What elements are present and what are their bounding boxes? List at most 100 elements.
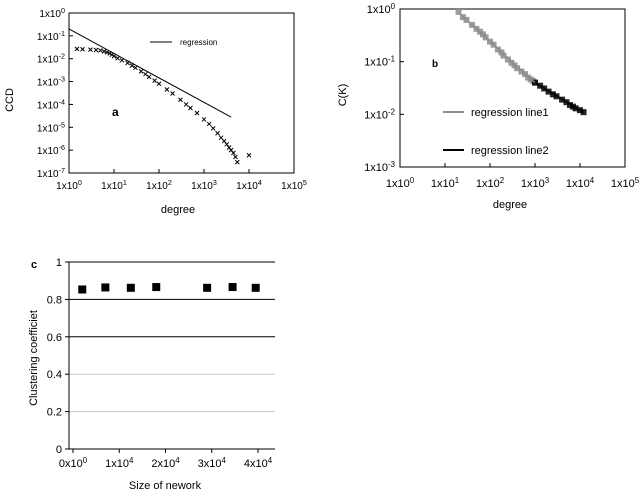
panel-c-x-tick-label: 0x100 bbox=[59, 456, 88, 470]
panel-a-y-tick-label: 1x10-7 bbox=[37, 166, 65, 180]
panel-a-data-point bbox=[133, 65, 138, 71]
panel-b-x-tick-label-base: 1x10 bbox=[611, 178, 635, 190]
panel-a-data-point bbox=[188, 105, 193, 111]
panel-b-y-tick-label: 1x10-3 bbox=[364, 160, 395, 174]
panel-a-data-point bbox=[215, 130, 220, 136]
panel-c-x-tick-label-exponent: 4 bbox=[268, 456, 273, 465]
panel-c-data-point bbox=[251, 283, 260, 292]
panel-b-regression-line2 bbox=[534, 82, 584, 113]
panel-a-data-point bbox=[231, 150, 236, 156]
panel-c-x-tick-label-exponent: 4 bbox=[175, 456, 180, 465]
panel-a-x-tick-label-base: 1x10 bbox=[146, 181, 168, 192]
panel-b-x-ticks: 1x100 1x101 1x102 1x103 1x104 1x105 bbox=[386, 163, 640, 190]
panel-b-data-point bbox=[572, 105, 579, 112]
panel-b-data-point bbox=[545, 88, 552, 95]
panel-c-data-point bbox=[78, 285, 87, 294]
panel-a-y-tick-label: 1x10-3 bbox=[37, 75, 65, 89]
panel-b-data-point bbox=[514, 65, 521, 72]
panel-b-x-tick-label-exponent: 0 bbox=[410, 176, 415, 185]
panel-c-data-point bbox=[152, 283, 161, 292]
panel-b-x-tick-label-exponent: 1 bbox=[455, 176, 460, 185]
panel-a-y-tick-label-exponent: -5 bbox=[59, 120, 65, 129]
panel-a-data-point bbox=[234, 159, 240, 165]
panel-a-y-axis-label: CCD bbox=[4, 88, 16, 112]
panel-a-data-point bbox=[80, 46, 85, 52]
panel-b-legend-label-2: regression line2 bbox=[471, 145, 549, 157]
panel-a-ccd-plot: 1x1001x10-11x10-21x10-31x10-41x10-51x10-… bbox=[4, 6, 307, 216]
panel-a-data-point bbox=[152, 78, 157, 83]
panel-b-label: b bbox=[432, 59, 438, 70]
panel-b-data-point bbox=[504, 56, 511, 63]
panel-b-y-tick-label: 1x10-2 bbox=[364, 107, 395, 121]
panel-a-data-point bbox=[206, 121, 212, 127]
panel-a-y-tick-label: 1x10-5 bbox=[37, 120, 65, 134]
panel-b-regression-line1 bbox=[458, 12, 536, 84]
panel-a-y-tick-label-exponent: -4 bbox=[59, 97, 65, 106]
panel-b-y-tick-label: 1x10-1 bbox=[364, 55, 395, 69]
panel-b-data-points bbox=[455, 8, 587, 116]
panel-a-data-point bbox=[178, 97, 183, 103]
panel-a-y-tick-label-base: 1x10 bbox=[37, 78, 59, 89]
panel-a-y-tick-label-exponent: 0 bbox=[61, 6, 65, 15]
panel-c-x-tick-label-base: 4x10 bbox=[244, 458, 268, 470]
panel-c-x-tick-label-exponent: 4 bbox=[221, 456, 226, 465]
panel-b-x-tick-label-base: 1x10 bbox=[386, 178, 410, 190]
panel-b-y-tick-label-base: 1x10 bbox=[367, 4, 391, 16]
panel-a-data-point bbox=[201, 117, 207, 122]
panel-c-data-points bbox=[78, 283, 260, 294]
panel-a-data-point bbox=[74, 46, 80, 52]
panel-a-x-tick-label-exponent: 2 bbox=[168, 178, 172, 187]
panel-b-x-tick-label-exponent: 5 bbox=[635, 176, 640, 185]
panel-a-label: a bbox=[112, 105, 119, 119]
panel-c-y-tick-label: 0.2 bbox=[47, 407, 62, 419]
panel-c-y-tick-label: 0 bbox=[56, 444, 62, 456]
panel-a-y-tick-label-base: 1x10 bbox=[37, 123, 59, 134]
panel-a-x-tick-label-exponent: 4 bbox=[258, 178, 262, 187]
panel-c-gridlines bbox=[69, 261, 275, 413]
panel-a-y-tick-label-exponent: -6 bbox=[59, 143, 65, 152]
panel-b-x-tick-label: 1x102 bbox=[476, 176, 504, 190]
panel-c-x-tick-label: 4x104 bbox=[244, 456, 273, 470]
panel-a-data-point bbox=[93, 47, 99, 53]
panel-b-x-tick-label-base: 1x10 bbox=[476, 178, 500, 190]
panel-b-data-point bbox=[549, 91, 556, 98]
panel-a-x-tick-label: 1x105 bbox=[281, 178, 307, 192]
panel-b-x-tick-label: 1x105 bbox=[611, 176, 640, 190]
panel-b-data-point bbox=[567, 102, 574, 109]
panel-a-y-tick-label: 1x10-1 bbox=[37, 29, 65, 43]
panel-a-y-tick-label-base: 1x10 bbox=[37, 169, 59, 180]
panel-a-y-tick-label-exponent: -1 bbox=[59, 29, 65, 38]
panel-b-x-tick-label: 1x104 bbox=[566, 176, 595, 190]
panel-b-y-axis-label: C(K) bbox=[337, 84, 349, 107]
panel-a-data-point bbox=[88, 47, 93, 52]
panel-c-y-axis-label: Clustering coefficiet bbox=[28, 310, 40, 406]
panel-c-y-tick-label: 0.8 bbox=[47, 294, 62, 306]
panel-a-x-axis-label: degree bbox=[161, 204, 195, 216]
panel-a-y-tick-label: 1x10-2 bbox=[37, 52, 65, 66]
panel-a-y-ticks: 1x1001x10-11x10-21x10-31x10-41x10-51x10-… bbox=[37, 6, 73, 180]
panel-a-y-tick-label: 1x10-6 bbox=[37, 143, 65, 157]
panel-b-data-point bbox=[500, 52, 507, 59]
panel-a-x-tick-label-exponent: 1 bbox=[123, 178, 127, 187]
panel-b-x-axis-label: degree bbox=[493, 199, 527, 211]
panel-a-x-tick-label-exponent: 3 bbox=[213, 178, 217, 187]
panel-b-y-tick-label-exponent: -1 bbox=[388, 55, 396, 64]
panel-c-data-point bbox=[126, 283, 135, 292]
panel-a-x-tick-label-base: 1x10 bbox=[236, 181, 258, 192]
panel-a-x-tick-label: 1x103 bbox=[191, 178, 217, 192]
panel-a-data-point bbox=[138, 68, 144, 74]
panel-b-data-point bbox=[508, 59, 515, 66]
panel-b-y-tick-label-exponent: -2 bbox=[388, 107, 395, 116]
panel-a-data-point bbox=[115, 55, 120, 61]
panel-c-plot-background bbox=[69, 262, 275, 449]
panel-a-plot-frame bbox=[68, 12, 295, 174]
panel-c-data-point bbox=[203, 283, 212, 292]
panel-c-x-tick-label-exponent: 4 bbox=[129, 456, 134, 465]
panel-a-y-tick-label-base: 1x10 bbox=[37, 146, 59, 157]
panel-c-y-ticks: 0 0.2 0.4 0.6 0.8 1 bbox=[47, 257, 69, 456]
panel-b-y-tick-label-base: 1x10 bbox=[364, 162, 388, 174]
panel-c-data-point bbox=[101, 283, 110, 292]
panel-c-x-axis-label: Size of nework bbox=[129, 480, 202, 492]
panel-a-data-point bbox=[210, 125, 216, 131]
panel-a-data-point bbox=[164, 87, 170, 92]
